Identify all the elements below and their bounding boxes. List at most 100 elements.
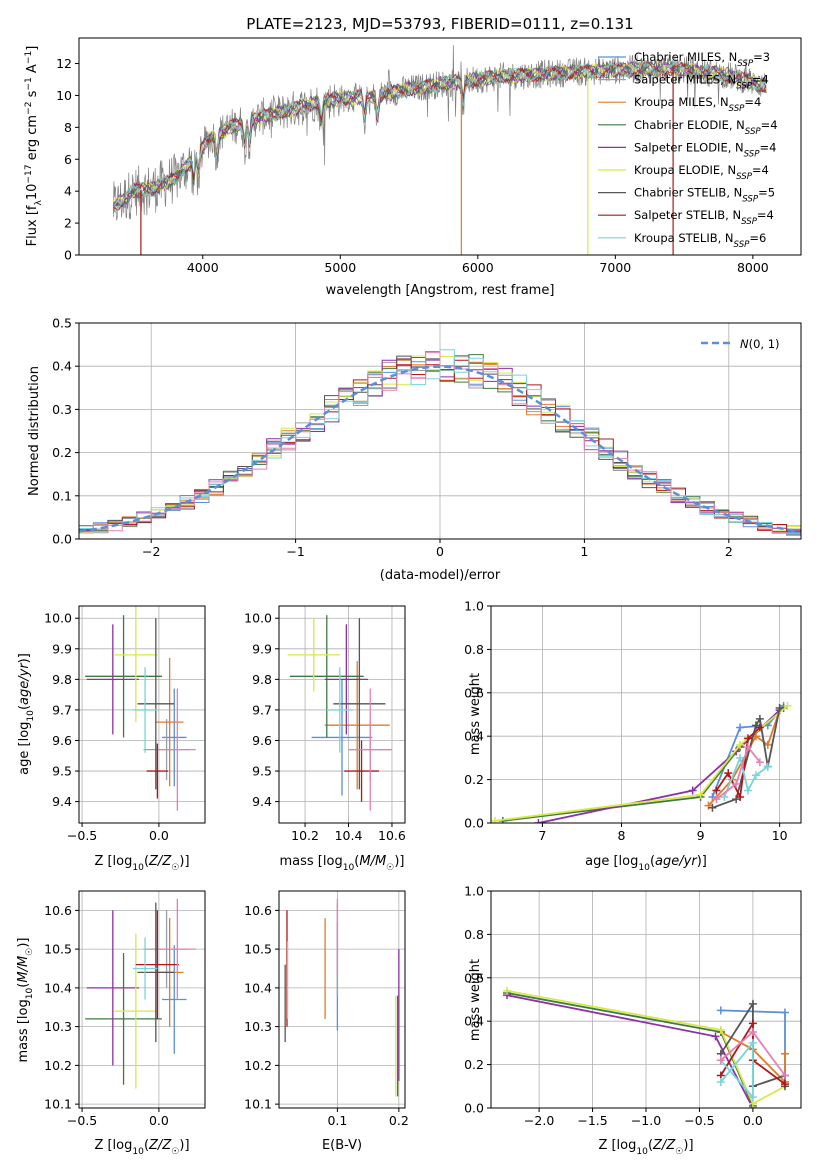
tick-label-y: 10.5 (244, 942, 272, 957)
tick-label-x: 7 (538, 828, 546, 843)
tick-label-x: −1.0 (631, 1113, 661, 1128)
data-point (744, 786, 753, 795)
tick-label-x: 2 (725, 544, 733, 559)
axes-frame (278, 605, 406, 824)
data-point (775, 703, 784, 712)
x-axis-label: age [log10(age/yr)] (585, 854, 707, 873)
tick-label-x: 10.4 (335, 828, 363, 843)
tick-label-x: 0.2 (389, 1113, 409, 1128)
y-axis-label: age [log10(age/yr)] (17, 653, 36, 775)
legend-label: Salpeter MILES, NSSP=4 (634, 73, 769, 92)
tick-label-x: 7000 (599, 260, 631, 275)
series-line (720, 1031, 786, 1085)
tick-label-x: 8 (618, 828, 626, 843)
tick-label-y: 0.3 (52, 402, 72, 417)
legend-label: Chabrier STELIB, NSSP=5 (634, 186, 775, 205)
data-point (716, 1025, 725, 1034)
tick-label-x: 5000 (324, 260, 356, 275)
tick-label-x: −1.5 (577, 1113, 607, 1128)
plot-area-age-vs-Z (85, 606, 196, 811)
series-line (720, 1040, 754, 1100)
tick-label-y: 9.8 (52, 672, 72, 687)
legend-label: Salpeter STELIB, NSSP=4 (634, 208, 774, 227)
tick-label-y: 9.5 (52, 764, 72, 779)
data-point (491, 816, 499, 823)
tick-label-y: 9.4 (252, 794, 272, 809)
tick-label-y: 10.4 (244, 980, 272, 995)
tick-label-y: 0.0 (464, 816, 484, 831)
tick-label-x: 8000 (737, 260, 769, 275)
axes-frame (278, 890, 406, 1109)
tick-label-y: 10.5 (44, 942, 72, 957)
tick-label-y: 0.6 (464, 970, 484, 985)
data-point (755, 758, 764, 767)
tick-label-y: 0 (64, 248, 72, 263)
tick-label-y: 10.1 (44, 1097, 72, 1112)
tick-label-y: 9.9 (52, 641, 72, 656)
data-point (748, 1028, 757, 1037)
data-point (503, 986, 512, 995)
axes-frame (78, 37, 802, 256)
tick-label-x: 0.1 (327, 1113, 347, 1128)
tick-label-x: 0.0 (743, 1113, 763, 1128)
axes-age-vs-Z: −0.5 0.0 9.4 9.5 9.6 9.7 9.8 9.9 10.0 (44, 605, 206, 843)
tick-label-y: 10.6 (244, 903, 272, 918)
x-axis-label: wavelength [Angstrom, rest frame] (326, 283, 555, 298)
legend-label: Kroupa MILES, NSSP=4 (634, 95, 761, 114)
axes-residuals: −2 −1 0 1 2 0.0 0.1 0.2 0.3 0.4 0.5 (52, 316, 802, 559)
data-point (712, 786, 721, 795)
plot-area-mass-vs-Z (85, 898, 196, 1089)
plot-area-age-vs-mass (287, 615, 392, 811)
tick-label-y: 10.0 (44, 611, 72, 626)
tick-label-y: 0.8 (464, 642, 484, 657)
data-point (748, 1093, 757, 1102)
tick-label-x: −1 (286, 544, 304, 559)
tick-label-y: 0.4 (52, 359, 72, 374)
data-point (783, 701, 792, 710)
y-axis-label: mass weight (468, 673, 483, 755)
tick-label-x: −2 (142, 544, 160, 559)
tick-label-y: 9.9 (252, 641, 272, 656)
model-spectrum-line (113, 60, 767, 214)
axes-age-vs-mass: 10.2 10.4 10.6 9.4 9.5 9.6 9.7 9.8 9.9 10.0 (244, 605, 406, 843)
tick-label-y: 0.0 (52, 532, 72, 547)
legend-label: Kroupa STELIB, NSSP=6 (634, 231, 766, 250)
tick-label-y: 0.1 (52, 488, 72, 503)
data-point (696, 790, 705, 799)
tick-label-x: −0.5 (684, 1113, 714, 1128)
y-axis-label: mass weight (468, 959, 483, 1041)
tick-label-y: 10.2 (44, 1058, 72, 1073)
tick-label-y: 10.3 (44, 1019, 72, 1034)
tick-label-y: 0.4 (464, 729, 484, 744)
series-line (506, 994, 754, 1108)
tick-label-y: 10 (56, 88, 72, 103)
axes-frame (78, 890, 206, 1109)
data-point (716, 1077, 725, 1086)
tick-label-y: 0.2 (464, 772, 484, 787)
tick-label-y: 4 (64, 184, 72, 199)
y-axis-label: Normed distribution (27, 366, 42, 496)
data-point (780, 1049, 789, 1058)
tick-label-x: 10.6 (378, 828, 406, 843)
data-point (712, 795, 721, 804)
tick-label-y: 10.1 (244, 1097, 272, 1112)
data-point (716, 1006, 725, 1015)
x-axis-label: mass [log10(M/M☉)] (280, 854, 405, 873)
tick-label-y: 0.8 (464, 927, 484, 942)
axes-frame (78, 605, 206, 824)
data-point (716, 1056, 725, 1065)
tick-label-x: 10.2 (291, 828, 319, 843)
tick-label-x: 4000 (187, 260, 219, 275)
plot-area-residuals (79, 349, 801, 536)
data-point (748, 1038, 757, 1047)
data-point (732, 779, 741, 788)
data-point (780, 1071, 789, 1080)
data-point (763, 762, 772, 771)
axes-massweight-vs-age: 7 8 9 10 0.0 0.2 0.4 0.6 0.8 1.0 (464, 599, 802, 843)
y-axis-label: mass [log10(M/M☉)] (16, 938, 35, 1063)
tick-label-x: 9 (697, 828, 705, 843)
x-axis-label: Z [log10(Z/Z☉)] (598, 1138, 693, 1157)
data-point (736, 792, 745, 801)
